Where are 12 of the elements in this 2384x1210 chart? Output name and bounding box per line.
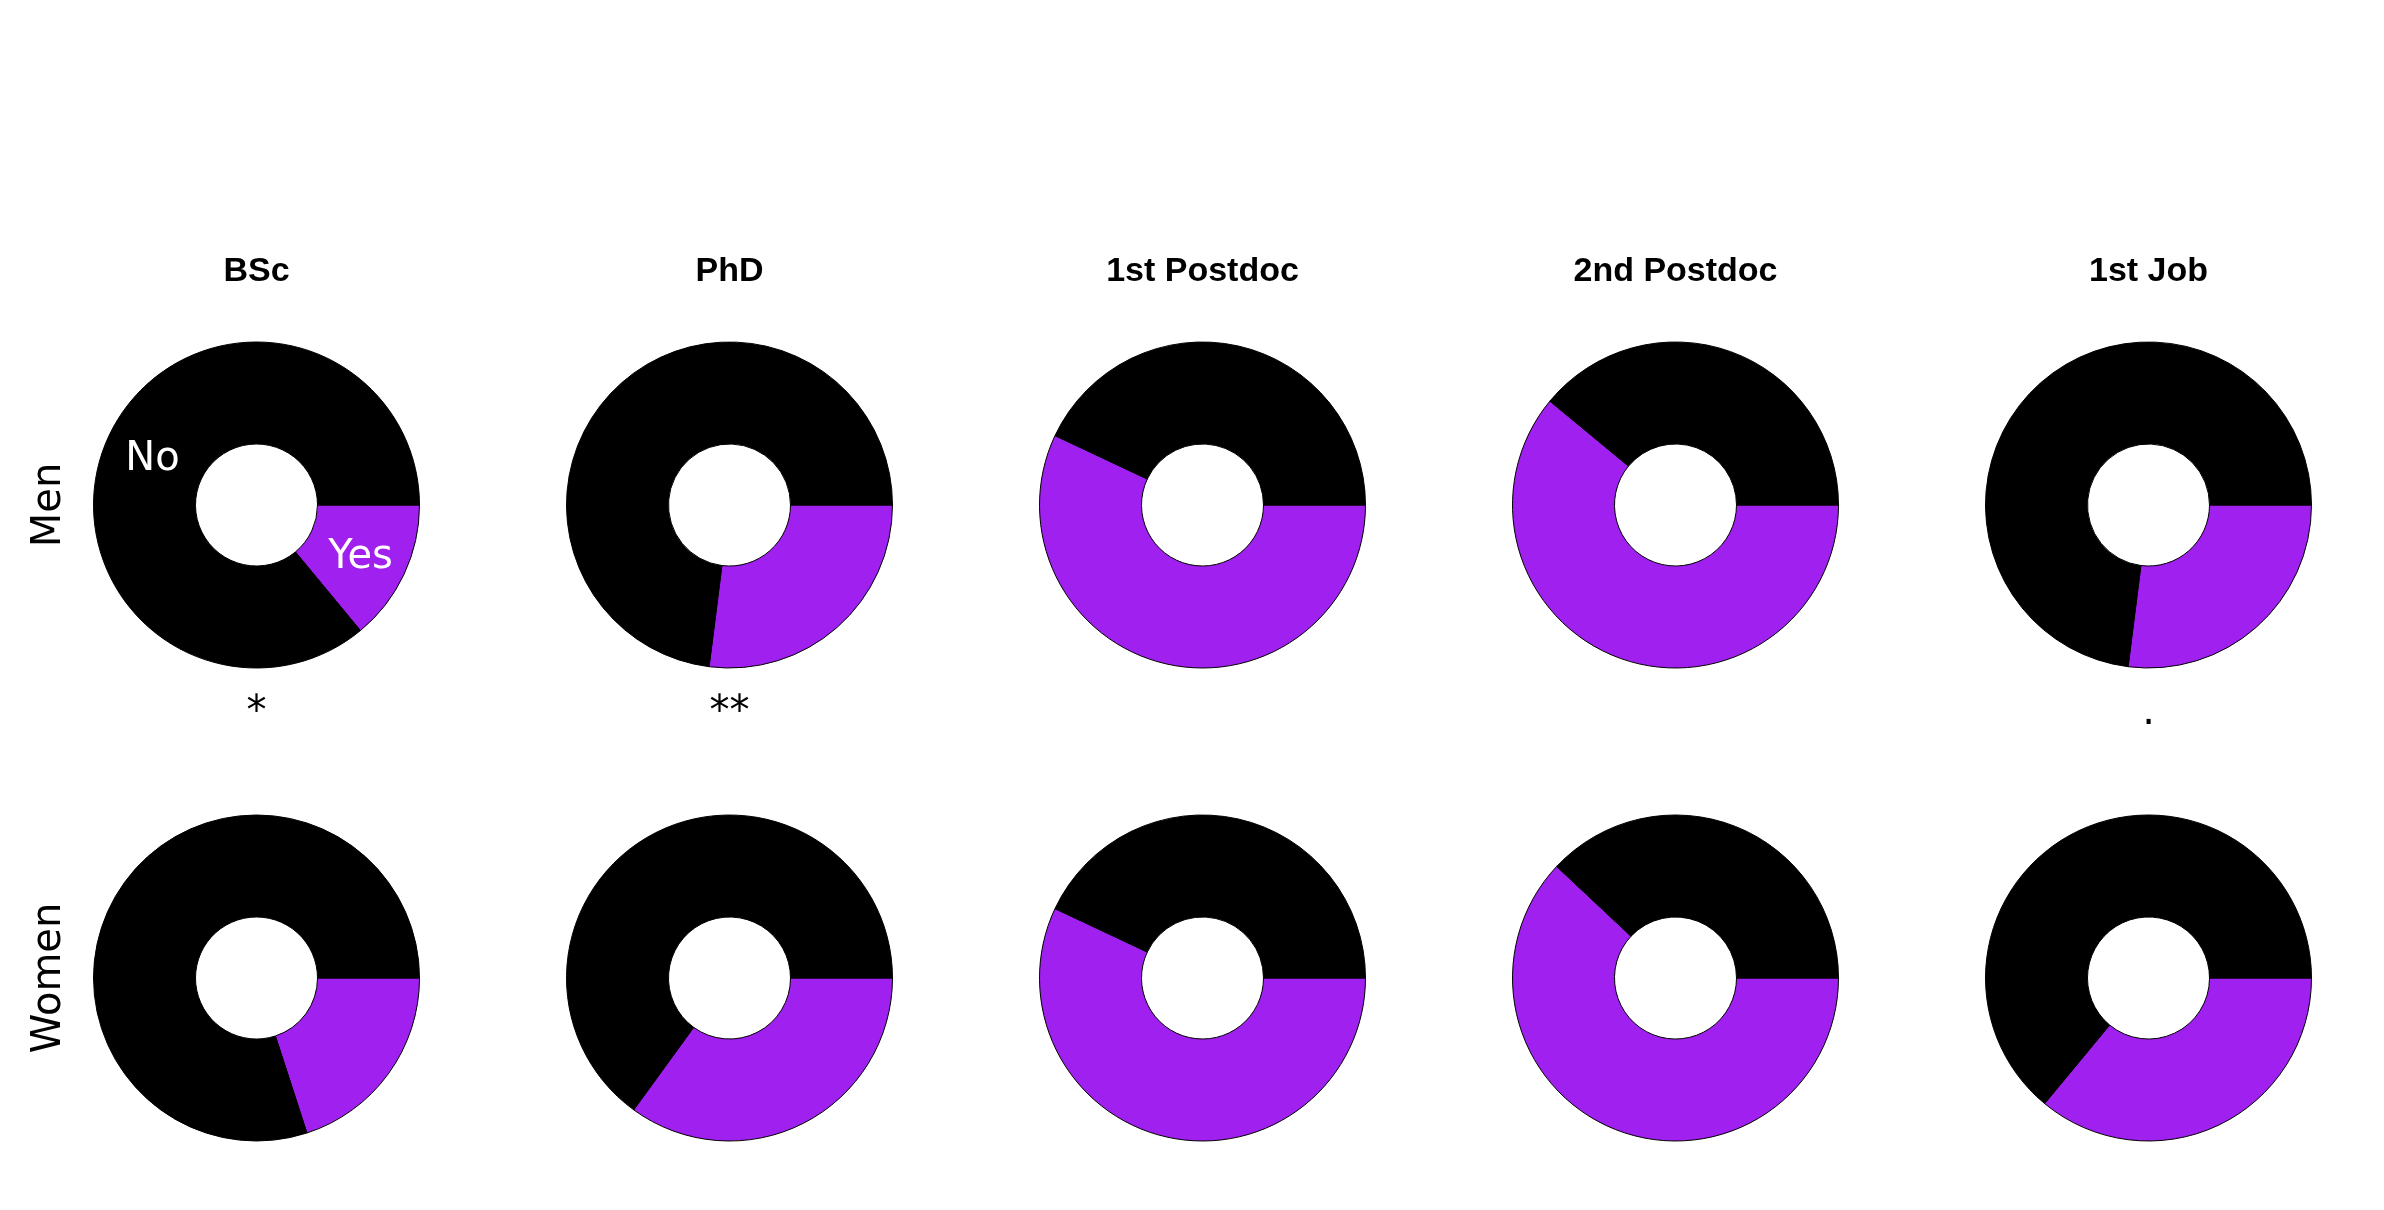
chart-title: PhD: [695, 250, 763, 288]
chart-title: BSc: [222, 250, 290, 288]
chart-title: 1st Job: [2088, 250, 2208, 288]
text: Women: [22, 902, 69, 1054]
chart-title: 1st Postdoc: [1105, 250, 1299, 288]
text: Men: [22, 462, 69, 548]
text: .: [2141, 687, 2155, 733]
slice-label: No: [124, 433, 180, 480]
text: *: [246, 687, 266, 733]
slice-label: Yes: [326, 530, 393, 577]
text: **: [709, 687, 749, 733]
chart-title: 2nd Postdoc: [1572, 250, 1778, 288]
